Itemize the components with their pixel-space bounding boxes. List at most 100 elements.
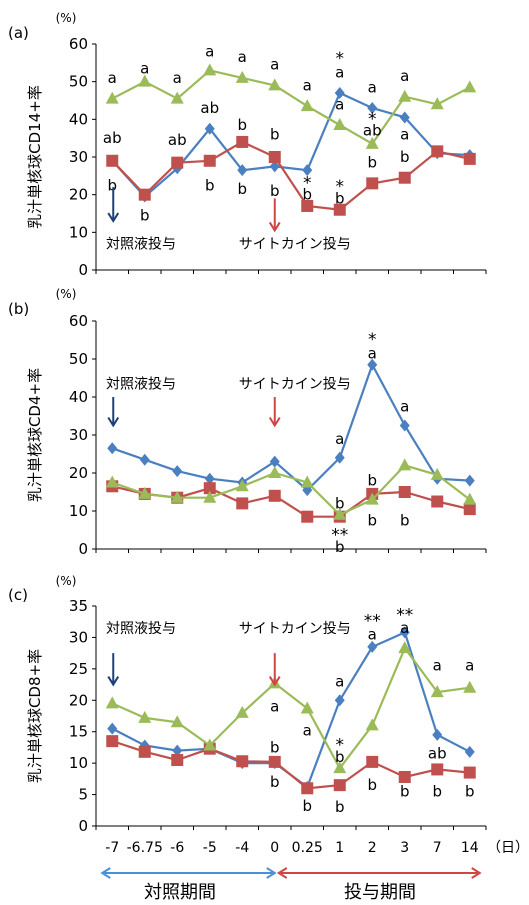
data-point-diamond — [107, 722, 118, 735]
data-point-diamond — [464, 474, 475, 487]
data-point-square — [333, 203, 346, 216]
data-point-square — [431, 763, 444, 776]
significance-letter: b — [335, 494, 345, 512]
y-tick-label: 10 — [69, 754, 88, 772]
data-point-triangle — [170, 91, 184, 104]
data-point-square — [301, 199, 314, 212]
data-point-square — [171, 156, 184, 169]
data-point-triangle — [105, 696, 119, 709]
significance-letter: b — [335, 748, 345, 766]
data-point-square — [398, 770, 411, 783]
x-tick-label: 3 — [400, 840, 409, 856]
significance-star: * — [368, 330, 377, 350]
data-point-triangle — [105, 91, 119, 104]
data-point-triangle — [235, 705, 249, 718]
data-point-square — [366, 177, 379, 190]
significance-letter: ab — [168, 131, 187, 149]
y-tick-label: 5 — [78, 786, 88, 804]
significance-star: ** — [396, 605, 413, 625]
significance-star: * — [336, 736, 345, 756]
data-point-diamond — [172, 465, 183, 478]
data-point-diamond — [399, 626, 410, 639]
y-tick-label: 20 — [69, 691, 88, 709]
significance-letter: b — [367, 472, 377, 490]
significance-letter: a — [303, 721, 312, 739]
data-point-diamond — [107, 442, 118, 455]
data-point-square — [236, 755, 249, 768]
x-tick-label: 1 — [335, 840, 344, 856]
significance-letter: b — [465, 782, 475, 800]
data-point-triangle — [300, 99, 314, 112]
y-tick-label: 30 — [69, 148, 88, 166]
y-tick-label: 40 — [69, 110, 88, 128]
injection-arrow-head — [107, 416, 120, 428]
data-point-triangle — [398, 89, 412, 102]
significance-letter: b — [335, 538, 345, 556]
injection-label: 対照液投与 — [106, 237, 176, 253]
significance-letter: a — [238, 48, 247, 66]
period-label: 投与期間 — [344, 882, 416, 903]
period-arrow-right-head — [471, 867, 482, 879]
y-tick-label: 10 — [69, 502, 88, 520]
significance-letter: b — [270, 125, 280, 143]
x-tick-label: 14 — [461, 840, 479, 856]
data-point-triangle — [170, 715, 184, 728]
period-arrow-right-head — [266, 867, 277, 879]
data-point-triangle — [300, 475, 314, 488]
series-line — [111, 140, 471, 211]
data-point-triangle — [203, 490, 217, 503]
significance-letter: b — [270, 773, 280, 791]
y-tick-label: 30 — [69, 426, 88, 444]
data-point-triangle — [268, 466, 282, 478]
y-axis-label: 乳汁単核球CD4+率 — [26, 368, 44, 502]
data-point-diamond — [367, 640, 378, 653]
series-line — [112, 485, 471, 518]
series-line — [111, 91, 470, 199]
data-point-triangle — [333, 507, 347, 520]
significance-letter: a — [335, 63, 344, 81]
y-tick-label: 50 — [69, 350, 88, 368]
data-point-square — [431, 495, 444, 508]
y-tick-label: 40 — [69, 388, 88, 406]
unit-label: (%) — [56, 574, 77, 588]
data-point-square — [138, 188, 151, 201]
significance-letter: a — [400, 619, 409, 637]
panel-label: (c) — [8, 586, 28, 604]
data-point-diamond — [204, 472, 215, 485]
data-point-square — [398, 486, 411, 498]
x-tick-label: 2 — [368, 840, 377, 856]
data-point-diamond — [399, 111, 410, 124]
y-tick-label: 25 — [69, 660, 88, 678]
data-point-square — [431, 145, 444, 158]
significance-letter: a — [465, 657, 474, 675]
significance-letter: b — [140, 206, 150, 224]
period-label: 対照期間 — [144, 882, 216, 903]
significance-letter: a — [368, 344, 377, 362]
y-tick-label: 0 — [78, 817, 88, 835]
significance-letter: b — [302, 186, 312, 204]
data-point-triangle — [430, 685, 444, 698]
data-point-square — [171, 754, 184, 766]
injection-label: サイトカイン投与 — [239, 237, 351, 253]
significance-letter: a — [433, 657, 442, 675]
data-point-square — [203, 154, 216, 167]
data-point-diamond — [367, 102, 378, 115]
data-point-triangle — [430, 467, 444, 480]
data-point-diamond — [464, 745, 475, 758]
y-tick-label: 0 — [78, 540, 88, 558]
data-point-square — [463, 503, 476, 516]
significance-letter: a — [400, 67, 409, 85]
significance-letter: ab — [103, 129, 122, 147]
x-tick-label: 7 — [433, 840, 442, 856]
data-point-square — [398, 171, 411, 184]
x-unit-label: （日） — [487, 840, 529, 856]
data-point-square — [203, 482, 216, 495]
injection-label: サイトカイン投与 — [239, 621, 351, 637]
data-point-square — [268, 755, 281, 768]
significance-letter: a — [368, 625, 377, 643]
significance-letter: a — [270, 56, 279, 74]
data-point-triangle — [268, 78, 282, 91]
data-point-triangle — [300, 701, 314, 714]
data-point-square — [106, 154, 119, 167]
y-tick-label: 10 — [69, 223, 88, 241]
